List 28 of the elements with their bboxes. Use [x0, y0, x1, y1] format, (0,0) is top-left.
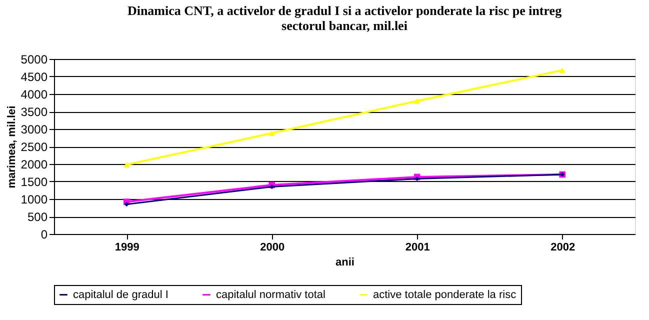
- x-axis-title: anii: [336, 256, 354, 268]
- y-tick-label: 4000: [20, 88, 48, 102]
- point: [414, 98, 420, 104]
- y-tick-label: 0: [40, 228, 48, 242]
- y-tick-label: 4500: [20, 70, 48, 84]
- y-tick-label: 2500: [20, 140, 48, 154]
- chart-title: Dinamica CNT, a activelor de gradul I si a activelor ponderate la risc pe intreg sectorul bancar, mil.lei: [127, 3, 562, 33]
- point: [268, 130, 276, 136]
- y-tick-label: 3500: [20, 105, 48, 119]
- x-tick-label: 2001: [405, 242, 430, 254]
- x-tick-label: 2002: [550, 242, 576, 254]
- y-tick-label: 3000: [20, 122, 48, 136]
- y-tick-label: 500: [27, 210, 48, 224]
- y-tick-label: 1500: [20, 175, 48, 189]
- point: [123, 162, 130, 168]
- point: [270, 184, 274, 190]
- point: [414, 176, 420, 182]
- point: [559, 67, 566, 73]
- legend-label: capitalul normativ total: [216, 288, 326, 301]
- y-tick-label: 1000: [20, 192, 48, 206]
- y-tick-label: 5000: [20, 52, 48, 66]
- y-axis-title: marimea, mil.lei: [6, 106, 18, 188]
- x-tick-label: 1999: [114, 242, 140, 254]
- legend-label: active totale ponderate la risc: [373, 288, 517, 301]
- legend-label: capitalul de gradul I: [73, 288, 168, 301]
- x-tick-label: 2000: [260, 242, 285, 254]
- point: [124, 202, 129, 207]
- y-tick-label: 2000: [20, 158, 48, 172]
